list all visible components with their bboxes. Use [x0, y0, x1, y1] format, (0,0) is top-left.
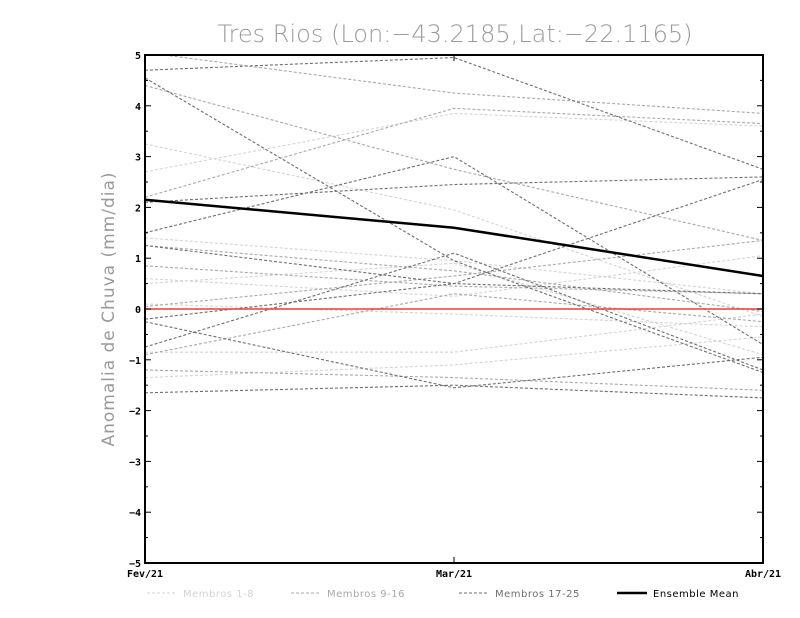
chart-title: Tres Rios (Lon:−43.2185,Lat:−22.1165) — [217, 20, 692, 48]
y-ticks: 5 4 3 2 1 0 −1 −2 −3 −4 −5 — [129, 51, 763, 570]
x-tick-label: Fev/21 — [127, 569, 163, 580]
y-axis-label: Anomalia de Chuva (mm/dia) — [99, 171, 119, 446]
series-line-membro-7 — [145, 336, 763, 379]
series-line-ensemble-mean — [144, 198, 764, 278]
series-line-membro-11 — [145, 107, 763, 198]
y-tick-label: 3 — [135, 153, 141, 164]
legend-label-membros-1-8: Membros 1-8 — [183, 589, 254, 600]
series-line-membro-9 — [160, 55, 763, 114]
y-tick-label: 4 — [135, 102, 141, 113]
ensemble-mean-layer — [144, 198, 764, 278]
x-tick-label: Abr/21 — [745, 569, 781, 580]
y-tick-label: −4 — [129, 508, 141, 519]
series-line-membro-1 — [145, 143, 763, 318]
series-line-membro-15 — [145, 369, 763, 391]
y-tick-label: 0 — [135, 305, 141, 316]
legend-label-ensemble-mean: Ensemble Mean — [653, 589, 739, 600]
series-line-membro-2 — [145, 112, 763, 173]
legend-label-membros-9-16: Membros 9-16 — [327, 589, 405, 600]
series-line-membro-12 — [145, 244, 763, 313]
series-line-membro-3 — [145, 237, 763, 295]
y-tick-label: −5 — [129, 559, 141, 570]
series-line-membro-25 — [145, 321, 763, 389]
legend-label-membros-17-25: Membros 17-25 — [495, 589, 580, 600]
series-line-membro-16 — [145, 293, 763, 356]
y-tick-label: −1 — [129, 356, 141, 367]
series-line-membro-10 — [145, 84, 763, 241]
series-layer — [145, 55, 763, 399]
legend: Membros 1-8 Membros 9-16 Membros 17-25 Ense… — [147, 589, 739, 600]
series-line-membro-20 — [145, 156, 763, 346]
series-line-membro-17 — [145, 56, 763, 170]
series-line-membro-6 — [145, 313, 763, 353]
x-ticks: Fev/21 Mar/21 Abr/21 — [127, 55, 781, 580]
series-line-membro-5 — [145, 303, 763, 328]
series-line-membro-22 — [145, 178, 763, 320]
y-tick-label: 5 — [135, 51, 141, 62]
series-line-membro-13 — [145, 265, 763, 295]
series-line-membro-23 — [145, 252, 763, 371]
y-tick-label: 1 — [135, 254, 141, 265]
series-line-membro-19 — [145, 176, 763, 203]
y-tick-label: −2 — [129, 407, 141, 418]
x-tick-label: Mar/21 — [436, 569, 472, 580]
series-line-membro-14 — [145, 239, 763, 308]
series-line-membro-4 — [145, 255, 763, 297]
y-tick-label: −3 — [129, 457, 141, 468]
series-line-membro-24 — [145, 384, 763, 399]
y-tick-label: 2 — [135, 203, 141, 214]
